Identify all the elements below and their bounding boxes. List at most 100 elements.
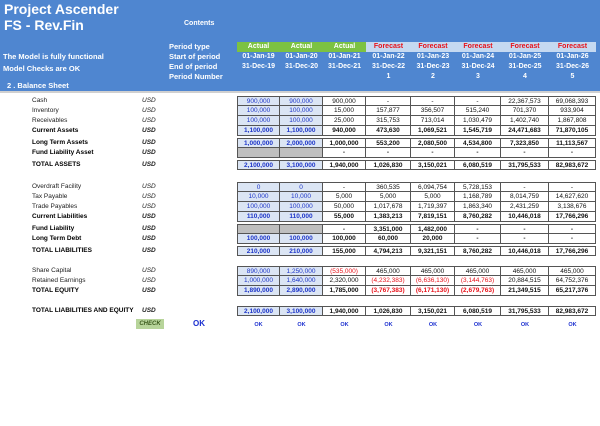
value-cell[interactable]: 55,000 (323, 212, 366, 222)
value-cell[interactable]: 10,446,018 (501, 212, 549, 222)
value-cell[interactable]: 7,819,151 (411, 212, 455, 222)
value-cell[interactable]: 1,000,000 (237, 138, 280, 148)
value-cell[interactable]: 1,719,397 (411, 202, 455, 212)
value-cell[interactable]: 64,752,376 (549, 276, 596, 286)
value-cell[interactable]: - (455, 234, 501, 244)
value-cell[interactable]: 1,863,340 (455, 202, 501, 212)
value-cell[interactable] (237, 224, 280, 234)
value-cell[interactable]: 100,000 (237, 234, 280, 244)
value-cell[interactable]: 20,884,515 (501, 276, 549, 286)
value-cell[interactable]: 5,000 (366, 192, 411, 202)
value-cell[interactable]: 315,753 (366, 116, 411, 126)
value-cell[interactable]: 22,367,573 (501, 96, 549, 106)
value-cell[interactable]: 1,940,000 (323, 160, 366, 170)
value-cell[interactable]: - (501, 224, 549, 234)
value-cell[interactable]: 31,795,533 (501, 160, 549, 170)
value-cell[interactable]: 3,100,000 (280, 306, 323, 316)
value-cell[interactable]: 7,323,850 (501, 138, 549, 148)
value-cell[interactable]: 24,471,683 (501, 126, 549, 136)
value-cell[interactable]: 940,000 (323, 126, 366, 136)
value-cell[interactable]: (4,232,383) (366, 276, 411, 286)
value-cell[interactable]: 25,000 (323, 116, 366, 126)
value-cell[interactable]: 1,250,000 (280, 266, 323, 276)
value-cell[interactable]: 2,080,500 (411, 138, 455, 148)
value-cell[interactable]: 210,000 (237, 246, 280, 256)
value-cell[interactable]: (6,636,130) (411, 276, 455, 286)
value-cell[interactable]: 100,000 (280, 202, 323, 212)
value-cell[interactable]: 1,402,740 (501, 116, 549, 126)
value-cell[interactable]: 465,000 (501, 266, 549, 276)
value-cell[interactable]: 900,000 (280, 96, 323, 106)
value-cell[interactable]: 2,100,000 (237, 306, 280, 316)
value-cell[interactable]: 360,535 (366, 182, 411, 192)
value-cell[interactable]: 1,100,000 (237, 126, 280, 136)
value-cell[interactable]: - (366, 148, 411, 158)
value-cell[interactable]: - (549, 224, 596, 234)
value-cell[interactable]: 1,030,479 (455, 116, 501, 126)
value-cell[interactable]: 1,482,000 (411, 224, 455, 234)
value-cell[interactable]: 553,200 (366, 138, 411, 148)
value-cell[interactable]: 110,000 (280, 212, 323, 222)
value-cell[interactable]: - (323, 148, 366, 158)
value-cell[interactable]: - (549, 182, 596, 192)
value-cell[interactable]: 110,000 (237, 212, 280, 222)
value-cell[interactable]: 0 (237, 182, 280, 192)
value-cell[interactable]: - (455, 96, 501, 106)
value-cell[interactable]: 10,000 (237, 192, 280, 202)
value-cell[interactable]: - (411, 148, 455, 158)
value-cell[interactable]: 1,017,678 (366, 202, 411, 212)
value-cell[interactable]: 900,000 (323, 96, 366, 106)
value-cell[interactable]: - (455, 224, 501, 234)
value-cell[interactable] (237, 148, 280, 158)
value-cell[interactable]: 210,000 (280, 246, 323, 256)
value-cell[interactable]: 1,545,719 (455, 126, 501, 136)
value-cell[interactable]: 31,795,533 (501, 306, 549, 316)
value-cell[interactable]: 515,240 (455, 106, 501, 116)
value-cell[interactable]: 1,100,000 (280, 126, 323, 136)
value-cell[interactable]: (2,679,763) (455, 286, 501, 296)
value-cell[interactable]: 100,000 (323, 234, 366, 244)
value-cell[interactable]: (3,767,383) (366, 286, 411, 296)
value-cell[interactable]: 1,069,521 (411, 126, 455, 136)
value-cell[interactable]: 0 (280, 182, 323, 192)
contents-link[interactable]: Contents (184, 20, 215, 27)
value-cell[interactable]: 8,014,759 (501, 192, 549, 202)
value-cell[interactable]: 3,100,000 (280, 160, 323, 170)
value-cell[interactable]: 1,383,213 (366, 212, 411, 222)
value-cell[interactable]: 5,728,153 (455, 182, 501, 192)
value-cell[interactable]: - (366, 96, 411, 106)
value-cell[interactable]: 69,068,393 (549, 96, 596, 106)
value-cell[interactable]: 14,627,620 (549, 192, 596, 202)
value-cell[interactable]: 17,766,296 (549, 246, 596, 256)
value-cell[interactable]: 2,890,000 (280, 286, 323, 296)
value-cell[interactable]: 473,630 (366, 126, 411, 136)
value-cell[interactable]: 701,370 (501, 106, 549, 116)
value-cell[interactable]: 82,983,672 (549, 306, 596, 316)
value-cell[interactable]: 1,168,789 (455, 192, 501, 202)
value-cell[interactable]: 1,785,000 (323, 286, 366, 296)
value-cell[interactable]: 157,877 (366, 106, 411, 116)
value-cell[interactable]: 1,867,808 (549, 116, 596, 126)
value-cell[interactable]: 100,000 (237, 106, 280, 116)
value-cell[interactable]: 9,321,151 (411, 246, 455, 256)
value-cell[interactable]: 1,940,000 (323, 306, 366, 316)
value-cell[interactable]: 6,080,519 (455, 160, 501, 170)
value-cell[interactable]: 4,794,213 (366, 246, 411, 256)
value-cell[interactable]: 100,000 (280, 116, 323, 126)
value-cell[interactable]: 1,640,000 (280, 276, 323, 286)
value-cell[interactable]: 20,000 (411, 234, 455, 244)
value-cell[interactable]: 933,904 (549, 106, 596, 116)
value-cell[interactable]: 21,349,515 (501, 286, 549, 296)
value-cell[interactable]: - (323, 224, 366, 234)
value-cell[interactable]: 2,320,000 (323, 276, 366, 286)
value-cell[interactable]: 100,000 (237, 116, 280, 126)
value-cell[interactable] (280, 224, 323, 234)
value-cell[interactable] (280, 148, 323, 158)
value-cell[interactable]: 1,026,830 (366, 160, 411, 170)
value-cell[interactable]: - (501, 148, 549, 158)
value-cell[interactable]: 50,000 (323, 202, 366, 212)
value-cell[interactable]: - (549, 148, 596, 158)
value-cell[interactable]: 100,000 (237, 202, 280, 212)
value-cell[interactable]: 3,351,000 (366, 224, 411, 234)
value-cell[interactable]: 5,000 (411, 192, 455, 202)
